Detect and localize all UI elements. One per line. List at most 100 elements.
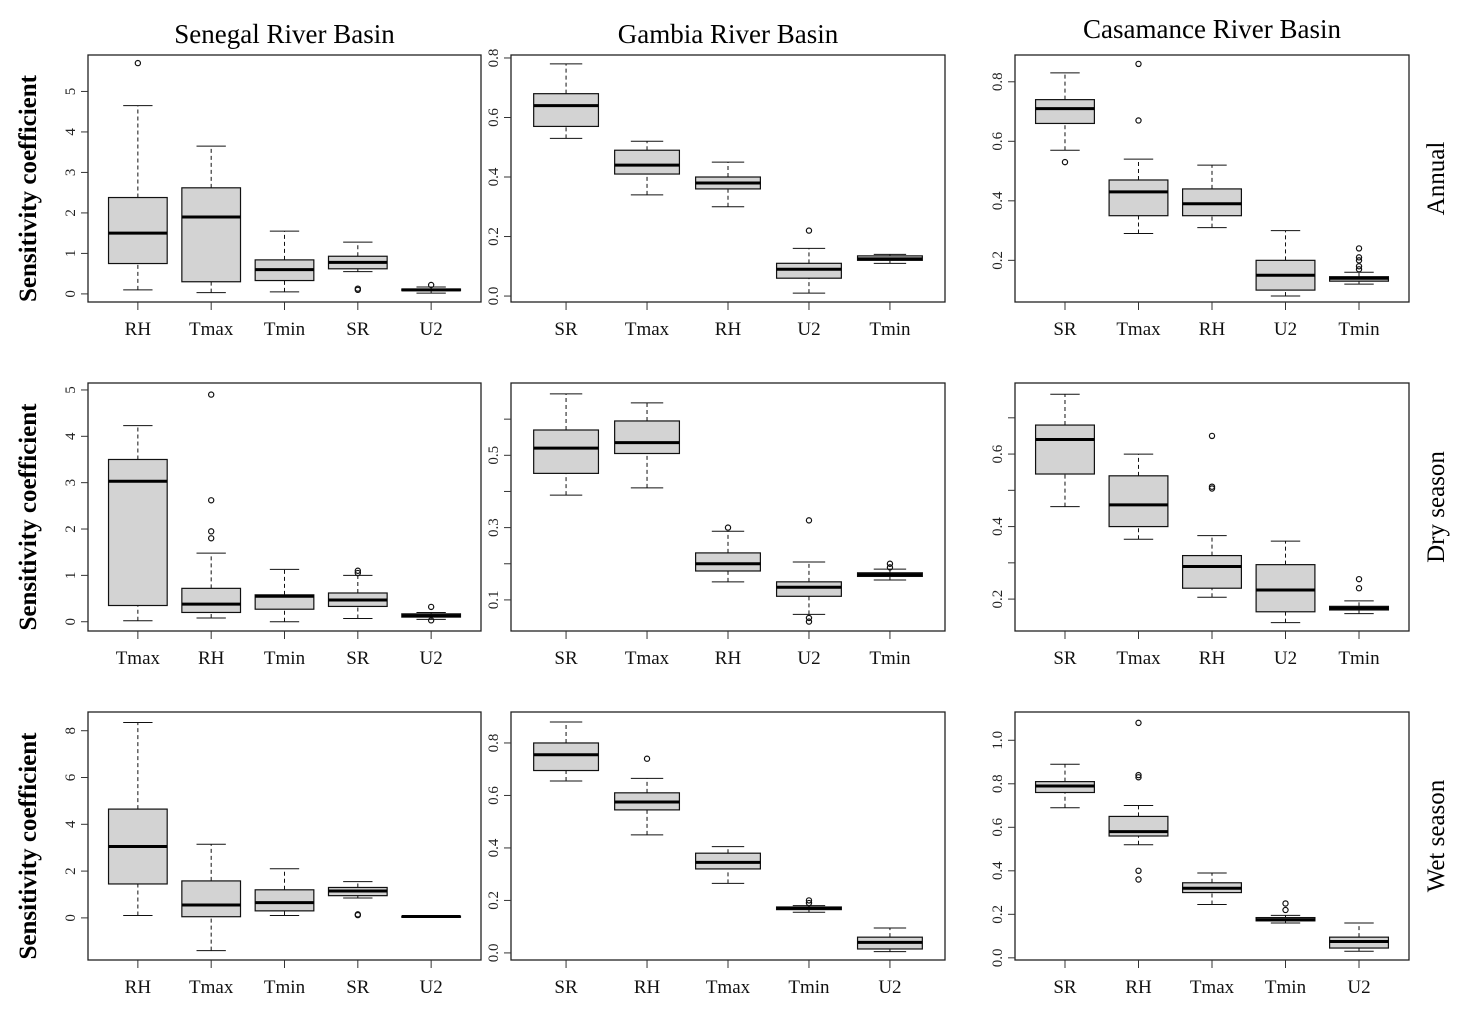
box-tmax: Tmax bbox=[1108, 60, 1169, 340]
x-tick-label: RH bbox=[715, 319, 742, 340]
x-tick-label: Tmin bbox=[264, 319, 306, 340]
y-tick-label: 0.6 bbox=[990, 817, 1006, 836]
iqr-box bbox=[614, 420, 681, 455]
outlier-point bbox=[207, 528, 215, 535]
y-tick-label: 0.4 bbox=[990, 861, 1006, 880]
outlier-point bbox=[1135, 60, 1142, 68]
y-tick-label: 0.8 bbox=[990, 774, 1006, 793]
outlier-point bbox=[1135, 771, 1142, 779]
outlier-point bbox=[207, 497, 215, 504]
outlier-point bbox=[643, 755, 651, 762]
box-tmin: Tmin bbox=[1255, 900, 1316, 998]
x-tick-label: RH bbox=[715, 648, 742, 669]
y-tick-label: 0.6 bbox=[486, 786, 502, 805]
outlier-point bbox=[1135, 774, 1142, 781]
x-tick-label: U2 bbox=[1347, 977, 1370, 998]
outlier-point bbox=[207, 391, 215, 398]
y-tick-label: 5 bbox=[63, 88, 79, 96]
box-tmin: Tmin bbox=[254, 568, 315, 669]
y-tick-label: 0 bbox=[63, 290, 79, 298]
outlier-point bbox=[427, 617, 435, 624]
box-rh: RH bbox=[1108, 719, 1169, 998]
x-tick-label: U2 bbox=[797, 648, 820, 669]
iqr-box bbox=[181, 587, 242, 614]
y-tick-label: 5 bbox=[63, 386, 79, 394]
y-tick-label: 0.8 bbox=[486, 49, 502, 68]
y-axis-label: Sensitivity coefficient bbox=[15, 403, 42, 631]
iqr-box bbox=[1034, 424, 1095, 475]
box-rh: RH bbox=[107, 59, 168, 340]
x-tick-label: Tmin bbox=[1338, 319, 1380, 340]
y-tick-label: 0.0 bbox=[990, 948, 1006, 967]
box-u2: U2 bbox=[1255, 540, 1316, 669]
x-tick-label: Tmin bbox=[1338, 648, 1380, 669]
x-tick-label: SR bbox=[346, 319, 370, 340]
x-tick-label: SR bbox=[554, 319, 578, 340]
x-tick-label: SR bbox=[346, 648, 370, 669]
panel: 0.2 0.4 0.6 0.8 SR Tmax RH U2 Tmin bbox=[990, 54, 1410, 340]
box-sr: SR bbox=[533, 393, 600, 669]
y-tick-label: 8 bbox=[63, 727, 79, 735]
iqr-box bbox=[695, 552, 761, 572]
iqr-box bbox=[775, 581, 842, 597]
outlier-point bbox=[1135, 876, 1142, 883]
y-tick-label: 3 bbox=[63, 479, 79, 487]
x-tick-label: RH bbox=[634, 977, 661, 998]
outlier-point bbox=[1208, 432, 1216, 440]
iqr-box bbox=[1181, 554, 1243, 589]
outlier-point bbox=[805, 227, 813, 234]
outlier-point bbox=[1282, 906, 1289, 914]
y-tick-label: 1 bbox=[63, 572, 79, 580]
row-label: Dry season bbox=[1423, 451, 1450, 563]
outlier-point bbox=[354, 911, 362, 918]
x-tick-label: SR bbox=[1053, 319, 1077, 340]
column-title: Gambia River Basin bbox=[618, 19, 839, 49]
x-tick-label: RH bbox=[125, 319, 152, 340]
outlier-point bbox=[1355, 257, 1363, 264]
y-tick-label: 0.6 bbox=[990, 444, 1006, 463]
outlier-point bbox=[354, 569, 362, 577]
box-sr: SR bbox=[327, 241, 388, 340]
box-rh: RH bbox=[614, 755, 681, 998]
y-tick-label: 0 bbox=[63, 618, 79, 626]
x-tick-label: Tmin bbox=[869, 319, 911, 340]
panel: 0 1 2 3 4 5 RH Tmax Tmin SR U2 bbox=[63, 54, 482, 340]
iqr-box bbox=[533, 429, 600, 474]
panel: 0.0 0.2 0.4 0.6 0.8 SR Tmax RH U2 Tmin bbox=[486, 49, 946, 340]
box-tmin: Tmin bbox=[254, 868, 315, 998]
outlier-point bbox=[1355, 254, 1363, 261]
x-tick-label: Tmax bbox=[625, 319, 670, 340]
y-tick-label: 6 bbox=[63, 773, 79, 781]
panel: 0.1 0.3 0.5 SR Tmax RH U2 Tmin bbox=[486, 382, 946, 669]
box-sr: SR bbox=[533, 721, 600, 998]
box-tmin: Tmin bbox=[775, 897, 842, 998]
iqr-box bbox=[107, 196, 168, 265]
y-tick-label: 0.8 bbox=[486, 734, 502, 753]
outlier-point bbox=[1355, 263, 1363, 270]
x-tick-label: U2 bbox=[878, 977, 901, 998]
x-tick-label: U2 bbox=[420, 977, 443, 998]
box-u2: U2 bbox=[775, 227, 842, 340]
outlier-point bbox=[805, 517, 813, 524]
box-tmax: Tmax bbox=[614, 402, 681, 669]
y-tick-label: 0.2 bbox=[990, 251, 1006, 270]
outlier-point bbox=[1282, 900, 1289, 907]
box-tmin: Tmin bbox=[1329, 245, 1390, 340]
outlier-point bbox=[134, 59, 142, 67]
iqr-box bbox=[533, 742, 600, 772]
iqr-box bbox=[107, 458, 168, 607]
panel: 0.2 0.4 0.6 SR Tmax RH U2 Tmin bbox=[990, 382, 1410, 669]
iqr-box bbox=[181, 880, 242, 918]
outlier-point bbox=[805, 899, 813, 907]
y-tick-label: 2 bbox=[63, 867, 79, 875]
box-rh: RH bbox=[695, 524, 761, 669]
y-tick-label: 0.5 bbox=[486, 446, 502, 465]
x-tick-label: U2 bbox=[1274, 319, 1297, 340]
panel: 0.0 0.2 0.4 0.6 0.8 1.0 SR RH Tmax Tmin U2 bbox=[990, 711, 1410, 998]
iqr-box bbox=[181, 187, 242, 283]
x-tick-label: U2 bbox=[420, 648, 443, 669]
x-tick-label: RH bbox=[198, 648, 225, 669]
iqr-box bbox=[254, 889, 315, 912]
box-sr: SR bbox=[1034, 393, 1095, 669]
